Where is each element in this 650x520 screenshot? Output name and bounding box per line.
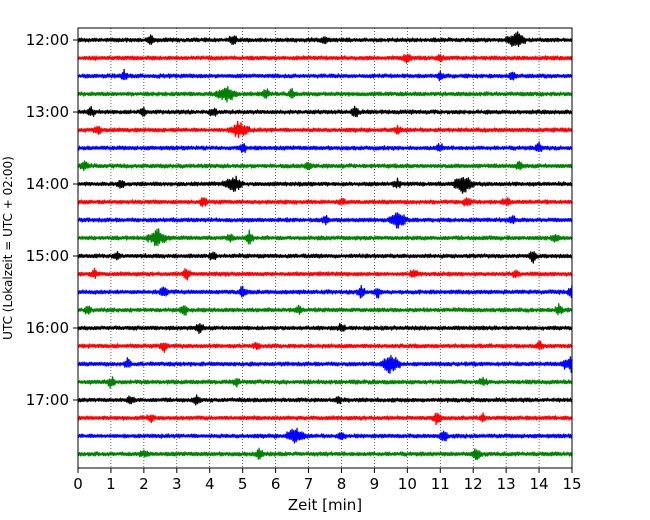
trace-line	[77, 376, 573, 389]
trace-line	[77, 447, 573, 461]
y-tick-label: 17:00	[26, 391, 69, 409]
x-axis-ticks: 0 1 2 3 4 5 6 7 8 9 10 11 12 13 14 15	[73, 468, 582, 493]
traces-group	[77, 31, 573, 461]
x-axis-title: Zeit [min]	[288, 496, 362, 514]
trace-line	[77, 322, 573, 335]
grid-lines	[110, 28, 540, 468]
x-tick-label: 9	[370, 475, 380, 493]
x-tick-label: 6	[271, 475, 281, 493]
trace-line	[77, 228, 573, 247]
trace-line	[77, 105, 573, 118]
x-tick-label: 8	[337, 475, 347, 493]
trace-line	[77, 212, 573, 229]
x-tick-label: 10	[398, 475, 417, 493]
x-tick-label: 5	[238, 475, 248, 493]
trace-line	[77, 120, 573, 139]
y-axis-ticks: 12:00 13:00 14:00 15:00 16:00 17:00	[26, 31, 78, 409]
x-tick-label: 3	[172, 475, 182, 493]
trace-line	[77, 31, 573, 48]
x-tick-label: 7	[304, 475, 314, 493]
trace-line	[77, 250, 573, 264]
trace-line	[77, 267, 573, 281]
x-tick-label: 13	[497, 475, 516, 493]
trace-line	[77, 141, 573, 154]
trace-line	[77, 412, 573, 426]
trace-line	[77, 339, 573, 353]
plot-area	[78, 28, 572, 468]
trace-line	[77, 354, 573, 374]
trace-line	[77, 53, 573, 64]
trace-line	[77, 284, 573, 299]
x-tick-label: 14	[530, 475, 549, 493]
trace-line	[77, 68, 573, 82]
y-tick-label: 13:00	[26, 103, 69, 121]
x-tick-label: 4	[205, 475, 215, 493]
x-tick-label: 1	[106, 475, 116, 493]
x-tick-label: 15	[562, 475, 581, 493]
y-tick-label: 14:00	[26, 175, 69, 193]
trace-line	[77, 85, 573, 103]
trace-line	[77, 197, 573, 208]
y-axis-title: UTC (Lokalzeit = UTC + 02:00)	[1, 156, 15, 340]
trace-line	[77, 175, 573, 194]
plot-border	[77, 27, 573, 469]
y-tick-label: 15:00	[26, 247, 69, 265]
y-tick-label: 16:00	[26, 319, 69, 337]
x-tick-label: 2	[139, 475, 149, 493]
x-tick-label: 0	[73, 475, 83, 493]
x-tick-label: 11	[431, 475, 450, 493]
trace-line	[77, 160, 573, 172]
trace-line	[77, 427, 573, 444]
trace-line	[77, 303, 573, 316]
trace-line	[77, 394, 573, 406]
y-tick-label: 12:00	[26, 31, 69, 49]
x-tick-label: 12	[464, 475, 483, 493]
